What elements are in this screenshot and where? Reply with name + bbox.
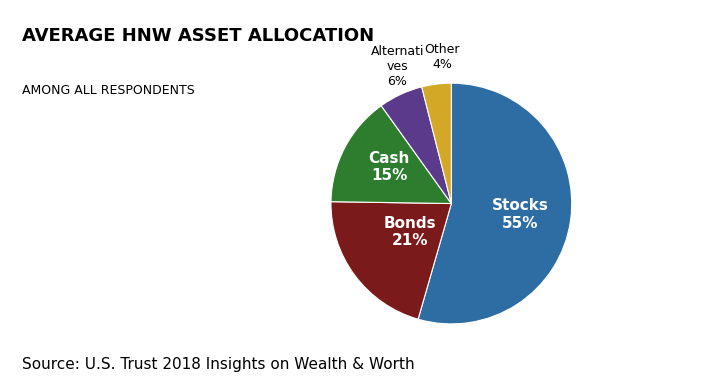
Wedge shape bbox=[331, 106, 451, 203]
Text: AVERAGE HNW ASSET ALLOCATION: AVERAGE HNW ASSET ALLOCATION bbox=[22, 27, 374, 45]
Text: AMONG ALL RESPONDENTS: AMONG ALL RESPONDENTS bbox=[22, 84, 194, 97]
Text: Source: U.S. Trust 2018 Insights on Wealth & Worth: Source: U.S. Trust 2018 Insights on Weal… bbox=[22, 357, 414, 372]
Text: Cash
15%: Cash 15% bbox=[368, 151, 410, 183]
Wedge shape bbox=[418, 83, 571, 324]
Text: Other
4%: Other 4% bbox=[424, 43, 460, 71]
Wedge shape bbox=[381, 87, 451, 203]
Wedge shape bbox=[422, 83, 451, 203]
Wedge shape bbox=[331, 202, 451, 319]
Text: Alternati
ves
6%: Alternati ves 6% bbox=[371, 46, 424, 88]
Text: Bonds
21%: Bonds 21% bbox=[383, 216, 436, 248]
Text: Stocks
55%: Stocks 55% bbox=[492, 198, 549, 231]
